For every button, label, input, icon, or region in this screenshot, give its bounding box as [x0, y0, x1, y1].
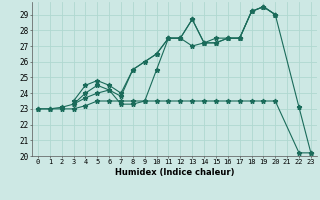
X-axis label: Humidex (Indice chaleur): Humidex (Indice chaleur): [115, 168, 234, 177]
